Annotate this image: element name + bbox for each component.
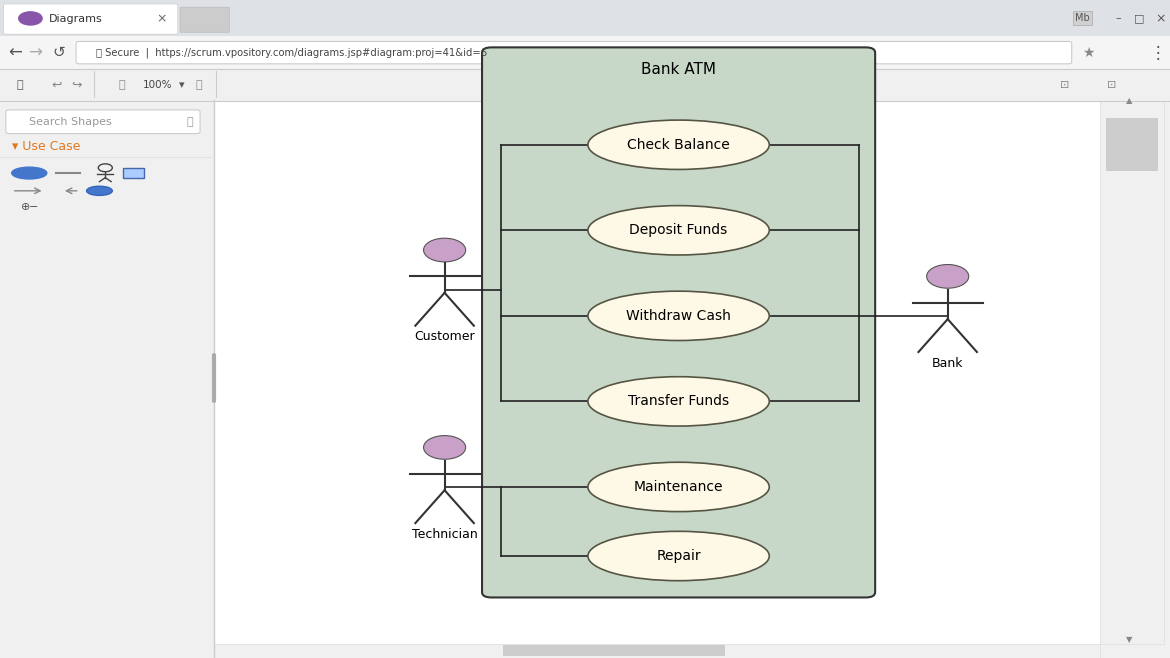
Ellipse shape bbox=[87, 186, 112, 195]
Text: 🔍: 🔍 bbox=[186, 116, 193, 127]
FancyBboxPatch shape bbox=[4, 4, 178, 34]
Text: Diagrams: Diagrams bbox=[49, 14, 103, 24]
FancyBboxPatch shape bbox=[0, 69, 1170, 101]
Text: ⋮: ⋮ bbox=[1150, 43, 1166, 62]
Ellipse shape bbox=[12, 167, 47, 179]
FancyBboxPatch shape bbox=[214, 644, 1100, 658]
Text: 💾: 💾 bbox=[16, 80, 23, 90]
FancyBboxPatch shape bbox=[123, 168, 144, 178]
Text: 100%: 100% bbox=[143, 80, 173, 90]
Text: Repair: Repair bbox=[656, 549, 701, 563]
Text: ←: ← bbox=[8, 43, 22, 62]
Ellipse shape bbox=[587, 120, 769, 169]
Text: ▼: ▼ bbox=[1126, 635, 1133, 644]
FancyBboxPatch shape bbox=[0, 36, 1170, 69]
Text: 🔍: 🔍 bbox=[118, 80, 125, 90]
Text: ×: × bbox=[1156, 12, 1165, 25]
Ellipse shape bbox=[587, 462, 769, 512]
Text: ⊡: ⊡ bbox=[1060, 80, 1069, 90]
FancyBboxPatch shape bbox=[503, 645, 725, 656]
Text: ▾ Use Case: ▾ Use Case bbox=[12, 139, 80, 153]
FancyBboxPatch shape bbox=[1106, 118, 1158, 171]
Text: □: □ bbox=[1135, 13, 1144, 24]
Circle shape bbox=[424, 238, 466, 262]
Circle shape bbox=[19, 12, 42, 25]
Circle shape bbox=[424, 436, 466, 459]
Circle shape bbox=[927, 265, 969, 288]
Text: →: → bbox=[28, 43, 42, 62]
Ellipse shape bbox=[587, 291, 769, 341]
Text: ↺: ↺ bbox=[53, 45, 64, 60]
Ellipse shape bbox=[587, 205, 769, 255]
Text: ▾: ▾ bbox=[179, 80, 184, 90]
Text: Transfer Funds: Transfer Funds bbox=[628, 394, 729, 409]
Text: Deposit Funds: Deposit Funds bbox=[629, 223, 728, 238]
Text: Technician: Technician bbox=[412, 528, 477, 541]
Ellipse shape bbox=[587, 532, 769, 581]
Text: Bank ATM: Bank ATM bbox=[641, 62, 716, 76]
FancyBboxPatch shape bbox=[6, 110, 200, 134]
FancyBboxPatch shape bbox=[180, 7, 229, 32]
FancyBboxPatch shape bbox=[214, 100, 1100, 658]
Text: ↪: ↪ bbox=[71, 78, 81, 91]
Text: ↩: ↩ bbox=[51, 78, 61, 91]
Text: 🔒 Secure  |  https://scrum.vpository.com/diagrams.jsp#diagram:proj=41&id=6: 🔒 Secure | https://scrum.vpository.com/d… bbox=[96, 47, 487, 58]
Text: Search Shapes: Search Shapes bbox=[29, 116, 112, 127]
Text: ⊕─: ⊕─ bbox=[21, 202, 37, 213]
Text: ⊡: ⊡ bbox=[1107, 80, 1116, 90]
FancyBboxPatch shape bbox=[76, 41, 1072, 64]
Text: 🔍: 🔍 bbox=[195, 80, 202, 90]
FancyBboxPatch shape bbox=[1100, 101, 1164, 644]
Text: Withdraw Cash: Withdraw Cash bbox=[626, 309, 731, 323]
Ellipse shape bbox=[587, 376, 769, 426]
Text: ★: ★ bbox=[1082, 45, 1094, 60]
Text: Customer: Customer bbox=[414, 330, 475, 343]
Text: Check Balance: Check Balance bbox=[627, 138, 730, 152]
Text: ▲: ▲ bbox=[1126, 96, 1133, 105]
Text: Mb: Mb bbox=[1075, 13, 1089, 24]
Text: Bank: Bank bbox=[932, 357, 963, 370]
FancyBboxPatch shape bbox=[482, 47, 875, 597]
Text: ×: × bbox=[157, 13, 166, 26]
FancyBboxPatch shape bbox=[0, 0, 1170, 36]
FancyBboxPatch shape bbox=[0, 100, 214, 658]
Text: Maintenance: Maintenance bbox=[634, 480, 723, 494]
Text: –: – bbox=[1116, 13, 1121, 24]
